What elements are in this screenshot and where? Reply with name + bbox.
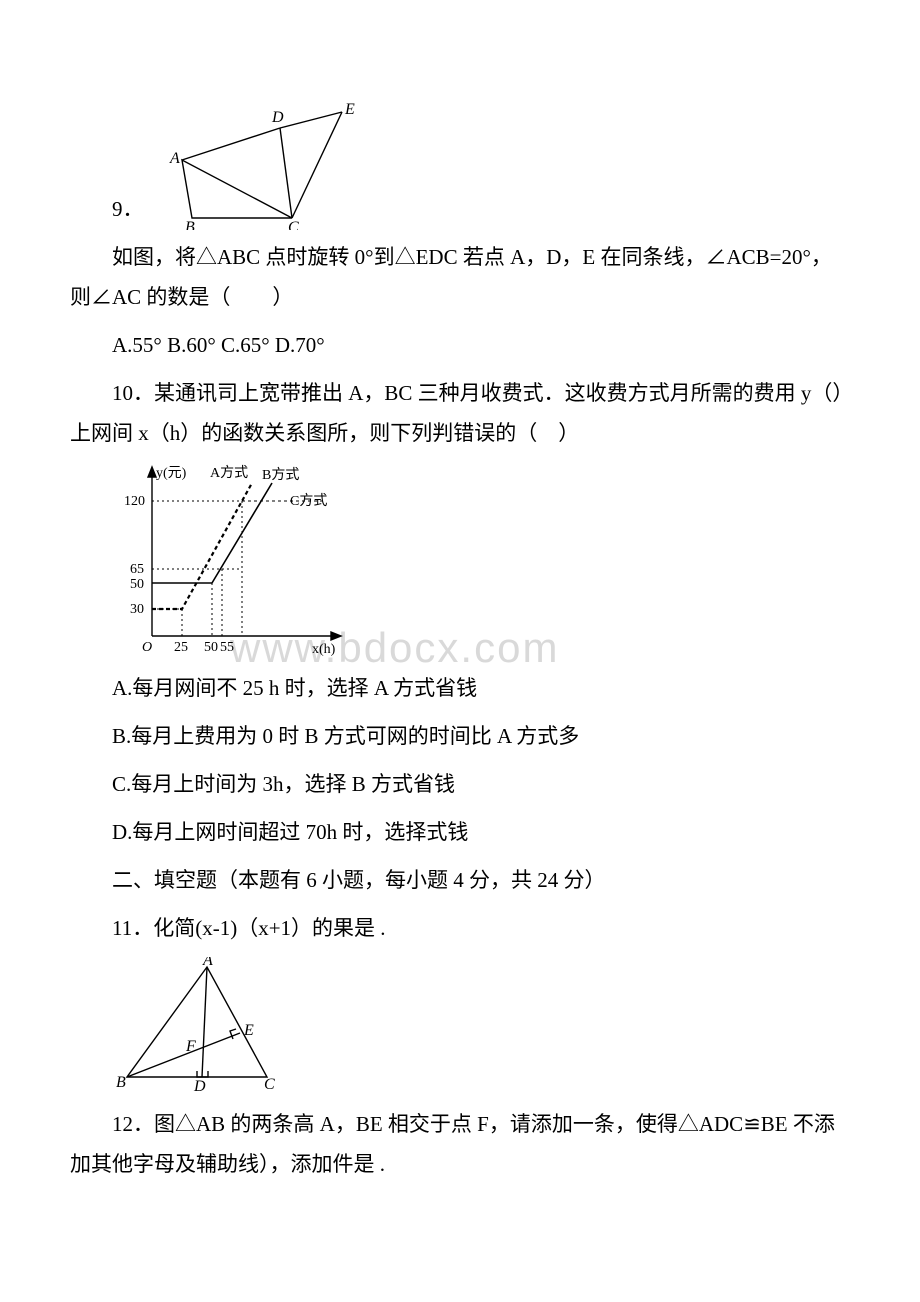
q12-label-f: F: [185, 1038, 196, 1055]
section2-header: 二、填空题（本题有 6 小题，每小题 4 分，共 24 分）: [70, 861, 850, 901]
q10-opt-a: A.每月网间不 25 h 时，选择 A 方式省钱: [70, 669, 850, 709]
q12-number: 12．: [112, 1112, 154, 1136]
chart-ytick-120: 120: [124, 494, 145, 509]
q10-opt-c: C.每月上时间为 3h，选择 B 方式省钱: [70, 765, 850, 805]
chart-xtick-50: 50: [204, 640, 218, 655]
q12-label-a: A: [202, 957, 213, 969]
q10-opt-d: D.每月上网时间超过 70h 时，选择式钱: [70, 813, 850, 853]
q9-number: 9．: [112, 190, 144, 230]
q12-label-b: B: [116, 1074, 126, 1091]
chart-ylabel: y(元): [156, 466, 187, 481]
chart-xtick-55: 55: [220, 640, 234, 655]
q12-triangle-figure: A B C D E F: [112, 957, 287, 1097]
q11-number: 11．: [112, 916, 153, 940]
q9-label-b: B: [185, 219, 195, 230]
q12-text: 12．图△AB 的两条高 A，BE 相交于点 F，请添加一条，使得△ADC≌BE…: [70, 1105, 850, 1185]
q9-triangle-figure: A B C D E: [152, 100, 362, 230]
q10-text: 10．某通讯司上宽带推出 A，BC 三种月收费式．这收费方式月所需的费用 y（）…: [70, 374, 850, 454]
chart-origin: O: [142, 640, 152, 655]
q9-label-c: C: [288, 219, 299, 230]
q9-label-e: E: [344, 101, 355, 118]
q12-label-c: C: [264, 1076, 275, 1093]
chart-series-c: C方式: [290, 493, 327, 509]
chart-xlabel: x(h): [312, 642, 336, 657]
q11-body: 化简(x-1)（x+1）的果是 .: [153, 916, 385, 940]
chart-xtick-25: 25: [174, 640, 188, 655]
q10-number: 10．: [112, 381, 154, 405]
q10-body: 某通讯司上宽带推出 A，BC 三种月收费式．这收费方式月所需的费用 y（）上网间…: [70, 381, 843, 445]
q9-figure-row: 9． A B C D E: [70, 100, 850, 230]
q9-label-a: A: [169, 150, 180, 167]
q10-chart-row: y(元) A方式 B方式 C方式 120 65 50 30 O 25 50 55…: [70, 461, 850, 661]
chart-ytick-65: 65: [130, 562, 144, 577]
q12-body: 图△AB 的两条高 A，BE 相交于点 F，请添加一条，使得△ADC≌BE 不添…: [70, 1112, 835, 1176]
chart-series-b: B方式: [262, 467, 299, 483]
q9-options: A.55° B.60° C.65° D.70°: [70, 326, 850, 366]
q10-opt-b: B.每月上费用为 0 时 B 方式可网的时间比 A 方式多: [70, 717, 850, 757]
q12-label-d: D: [193, 1078, 206, 1095]
q9-label-d: D: [271, 109, 284, 126]
q9-text: 如图，将△ABC 点时旋转 0°到△EDC 若点 A，D，E 在同条线，∠ACB…: [70, 238, 850, 318]
q11-text: 11．化简(x-1)（x+1）的果是 .: [70, 909, 850, 949]
q10-line-chart: y(元) A方式 B方式 C方式 120 65 50 30 O 25 50 55…: [112, 461, 372, 661]
q12-figure-row: A B C D E F: [70, 957, 850, 1097]
chart-ytick-50: 50: [130, 577, 144, 592]
page-content: 9． A B C D E 如图，将△ABC 点时旋转 0°到△EDC 若点 A，…: [70, 100, 850, 1185]
q12-label-e: E: [243, 1022, 254, 1039]
chart-ytick-30: 30: [130, 602, 144, 617]
chart-series-a: A方式: [210, 465, 248, 481]
